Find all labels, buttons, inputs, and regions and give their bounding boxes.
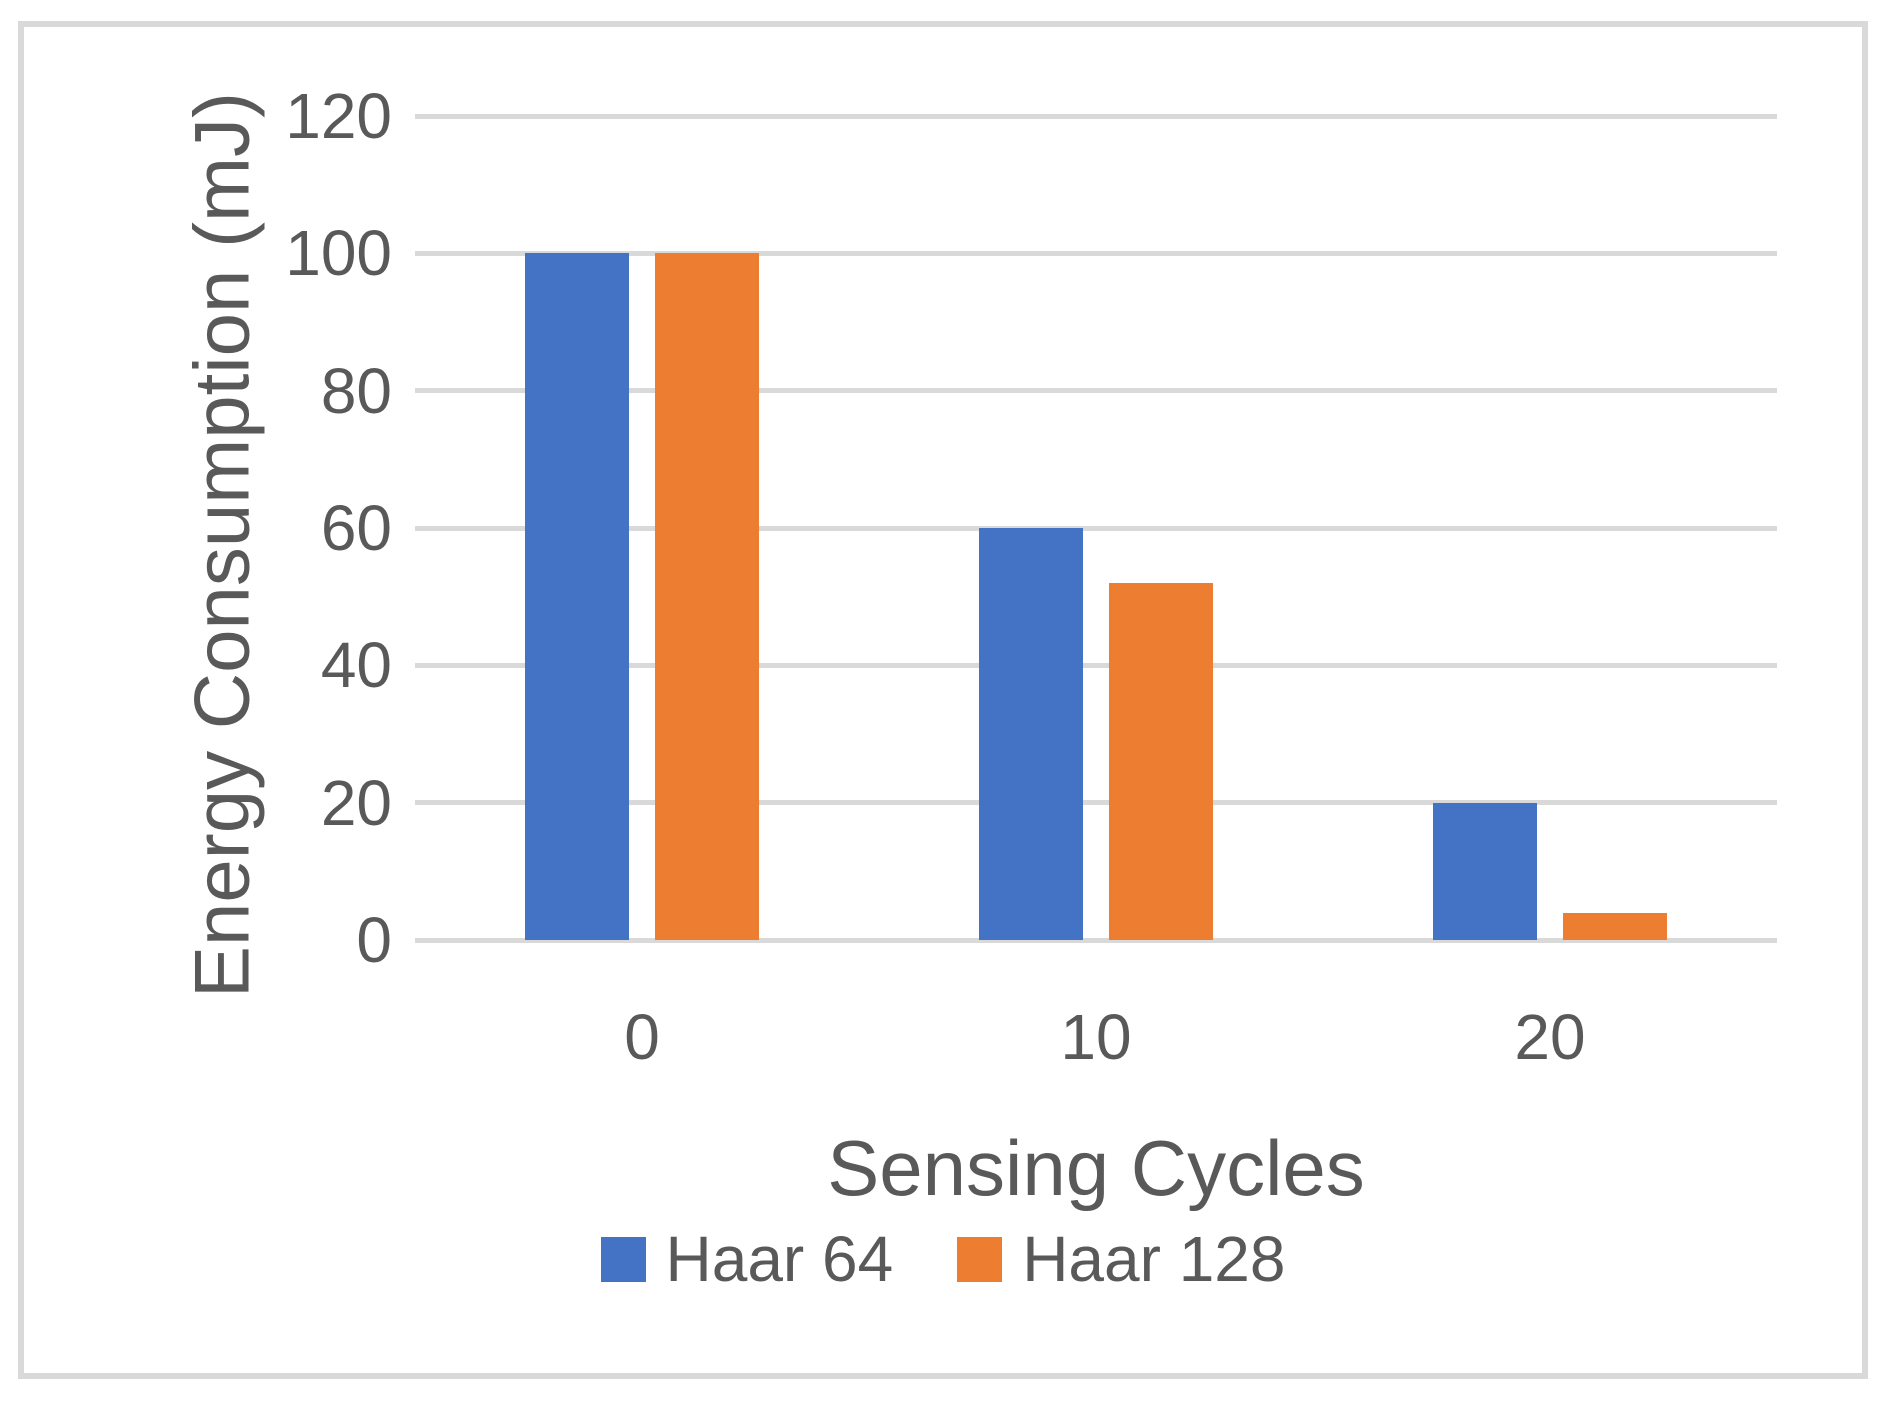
y-tick-label: 60 — [320, 492, 392, 564]
x-tick-label: 20 — [1514, 1001, 1586, 1073]
y-tick-label: 120 — [285, 80, 392, 152]
legend-label: Haar 128 — [1022, 1223, 1286, 1295]
legend-swatch-haar-64 — [600, 1236, 646, 1282]
bar-haar-128-cat-20 — [1563, 912, 1667, 940]
legend-swatch-haar-128 — [957, 1236, 1003, 1282]
gridline-y-100 — [415, 250, 1777, 256]
gridline-y-20 — [415, 800, 1777, 806]
x-tick-label: 10 — [1060, 1001, 1132, 1073]
gridline-y-60 — [415, 525, 1777, 531]
y-tick-label: 0 — [356, 904, 392, 976]
bar-haar-128-cat-0 — [655, 253, 759, 940]
gridline-y-0 — [415, 937, 1777, 943]
y-tick-label: 80 — [320, 354, 392, 427]
legend-item-haar-64: Haar 64 — [600, 1223, 894, 1295]
legend-item-haar-128: Haar 128 — [957, 1224, 1285, 1294]
plot-area — [415, 113, 1777, 943]
bar-haar-64-cat-0 — [525, 253, 629, 940]
x-tick-label: 0 — [624, 1001, 660, 1073]
legend: Haar 64 Haar 128 — [0, 1224, 1886, 1294]
gridline-y-80 — [415, 388, 1777, 394]
bar-haar-64-cat-10 — [979, 528, 1083, 940]
y-tick-label: 20 — [320, 766, 392, 839]
bar-haar-64-cat-20 — [1433, 802, 1537, 940]
gridline-y-120 — [415, 113, 1777, 119]
gridline-y-40 — [415, 662, 1777, 668]
y-tick-label: 100 — [285, 217, 392, 290]
x-axis-title: Sensing Cycles — [827, 1124, 1365, 1212]
y-tick-label: 40 — [320, 629, 392, 702]
chart-border-frame — [18, 21, 1868, 1379]
legend-label: Haar 64 — [665, 1223, 894, 1295]
bar-haar-128-cat-10 — [1109, 582, 1213, 940]
